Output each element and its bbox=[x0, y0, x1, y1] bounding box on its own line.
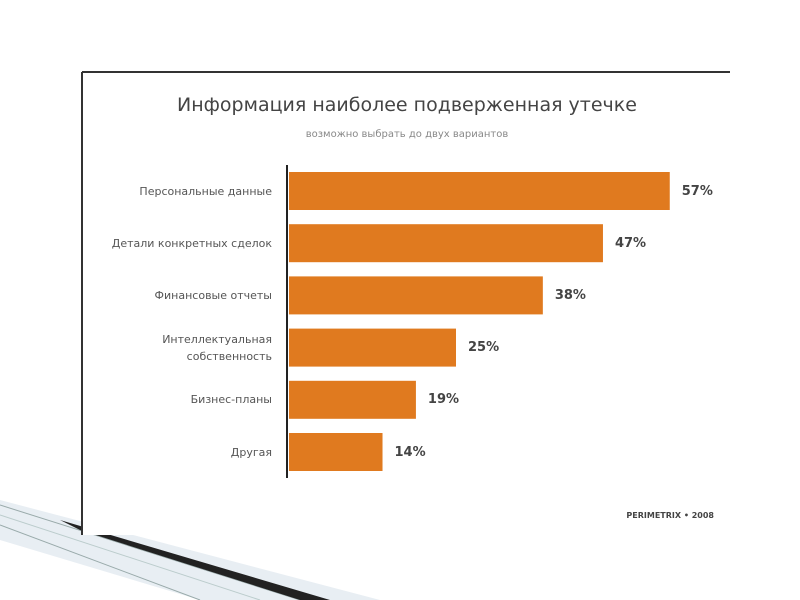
category-label: Персональные данные bbox=[139, 184, 272, 198]
chart-title: Информация наиболее подверженная утечке bbox=[177, 94, 637, 116]
value-label: 19% bbox=[427, 392, 460, 408]
value-label: 57% bbox=[681, 183, 713, 199]
bar bbox=[289, 224, 603, 263]
chart-subtitle: возможно выбрать до двух вариантов bbox=[305, 129, 509, 140]
bar bbox=[289, 328, 456, 367]
category-label: Другая bbox=[230, 445, 272, 459]
category-label: Детали конкретных сделок bbox=[111, 236, 272, 250]
value-label: 38% bbox=[554, 287, 586, 303]
value-label: 25% bbox=[468, 340, 500, 356]
bar bbox=[289, 380, 416, 419]
bar bbox=[289, 433, 383, 471]
category-label: Финансовые отчеты bbox=[154, 288, 272, 302]
category-label: Интеллектуальная собственность bbox=[162, 332, 272, 363]
source: PERIMETRIX • 2008 bbox=[626, 511, 714, 520]
value-label: 47% bbox=[614, 235, 647, 251]
value-label: 14% bbox=[394, 444, 426, 460]
bar bbox=[289, 172, 670, 210]
bar bbox=[289, 276, 543, 315]
category-label: Бизнес-планы bbox=[190, 393, 272, 407]
